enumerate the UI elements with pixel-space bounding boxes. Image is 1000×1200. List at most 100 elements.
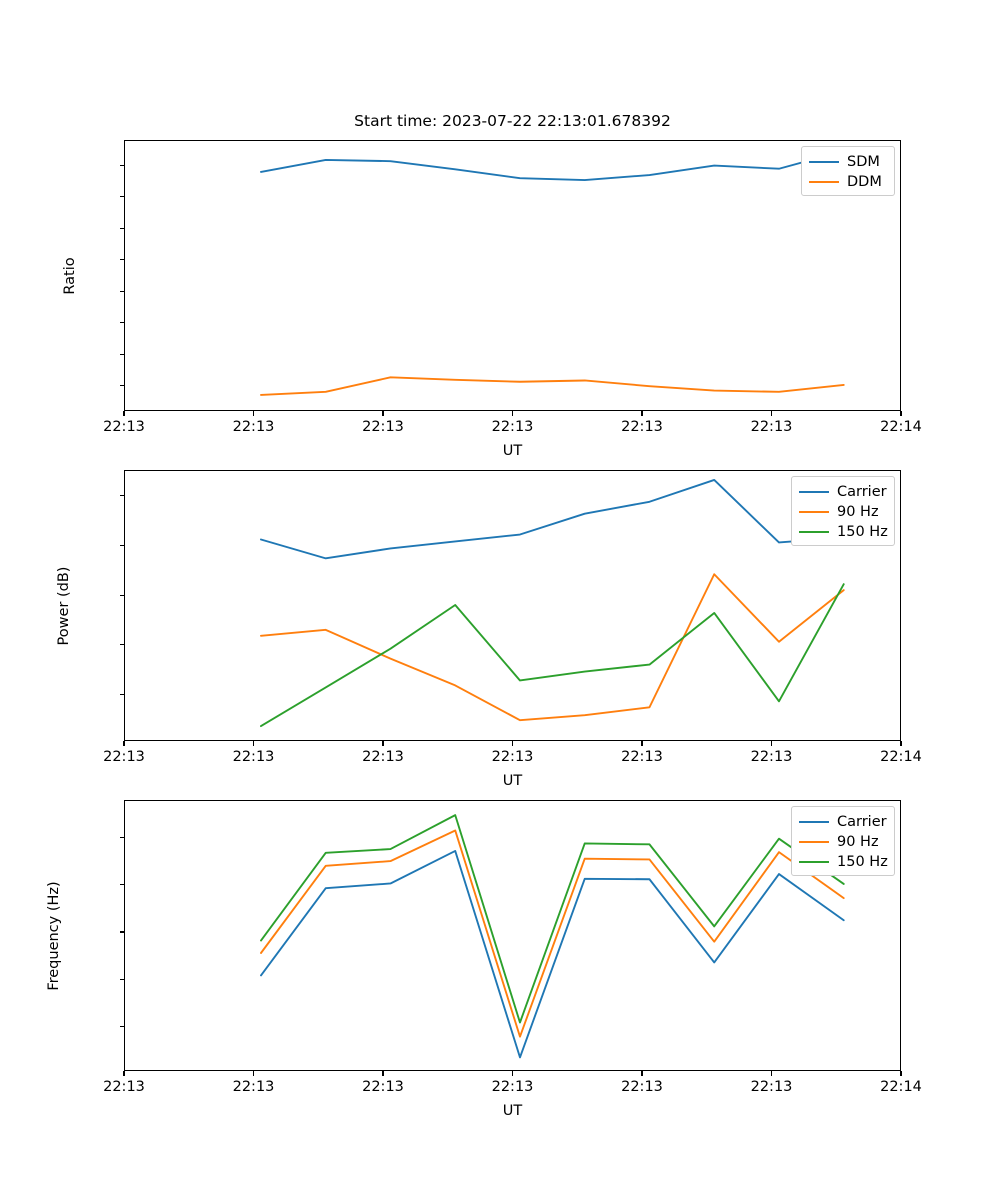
ytick-mark — [119, 644, 124, 646]
ytick-mark — [119, 693, 124, 695]
xtick-label: 22:13 — [750, 749, 793, 765]
legend-1[interactable]: SDM DDM — [801, 146, 895, 196]
legend-label: Carrier — [837, 484, 887, 500]
legend-item-90-hz[interactable]: 90 Hz — [799, 502, 886, 522]
legend-item-150-hz[interactable]: 150 Hz — [799, 852, 888, 872]
legend-label: 150 Hz — [837, 524, 888, 540]
ytick-mark — [119, 290, 124, 292]
xtick-mark — [900, 1071, 902, 1076]
series-line-90-hz — [260, 829, 845, 1038]
xtick-label: 22:13 — [232, 749, 275, 765]
xtick-label: 22:13 — [232, 419, 275, 435]
legend-swatch-ddm — [809, 181, 839, 183]
legend-swatch-150-hz — [799, 531, 829, 533]
xtick-mark — [770, 411, 773, 416]
xtick-label: 22:13 — [750, 1079, 793, 1095]
ytick-mark — [119, 227, 124, 229]
ytick-mark — [119, 164, 124, 166]
xtick-label: 22:13 — [491, 1079, 534, 1095]
xtick-label: 22:13 — [103, 749, 145, 765]
xtick-label: 22:13 — [103, 419, 145, 435]
legend-item-carrier[interactable]: Carrier — [799, 482, 887, 502]
data-lines-2 — [260, 478, 845, 728]
series-line-ddm — [260, 376, 845, 396]
xtick-mark — [123, 1071, 125, 1076]
ytick-mark — [119, 259, 124, 261]
axis-label-x: UT — [502, 443, 523, 459]
xtick-label: 22:13 — [491, 749, 534, 765]
page-title: Start time: 2023-07-22 22:13:01.678392 — [354, 112, 671, 130]
legend-item-90-hz[interactable]: 90 Hz — [799, 832, 886, 852]
plot-area-3 — [124, 800, 901, 1071]
xtick-mark — [641, 1071, 643, 1076]
xtick-label: 22:13 — [103, 1079, 145, 1095]
ytick-mark — [119, 884, 124, 886]
ytick-mark — [119, 594, 124, 596]
plot-area-2 — [124, 470, 901, 741]
xtick-mark — [900, 411, 902, 416]
xtick-mark — [252, 741, 255, 746]
ytick-mark — [119, 1025, 124, 1027]
series-line-90-hz — [260, 573, 845, 722]
xtick-label: 22:13 — [362, 1079, 404, 1095]
xtick-label: 22:13 — [491, 419, 534, 435]
xtick-label: 22:13 — [621, 749, 663, 765]
xtick-mark — [900, 741, 902, 746]
series-line-150-hz — [260, 814, 845, 1024]
legend-item-sdm[interactable]: SDM — [809, 152, 886, 172]
legend-label: DDM — [847, 174, 882, 190]
legend-swatch-90-hz — [799, 511, 829, 513]
axis-label-y: Frequency (Hz) — [46, 880, 62, 991]
series-line-150-hz — [260, 583, 845, 728]
ytick-mark — [119, 322, 124, 324]
legend-swatch-90-hz — [799, 841, 829, 843]
xtick-mark — [123, 741, 125, 746]
xtick-label: 22:14 — [880, 419, 922, 435]
legend-2[interactable]: Carrier 90 Hz 150 Hz — [791, 476, 895, 546]
xtick-label: 22:14 — [880, 749, 922, 765]
data-lines-1 — [260, 150, 845, 396]
legend-swatch-sdm — [809, 161, 839, 163]
xtick-mark — [511, 1071, 514, 1076]
xtick-mark — [770, 741, 773, 746]
legend-label: 90 Hz — [837, 834, 879, 850]
ytick-mark — [119, 544, 124, 546]
legend-label: Carrier — [837, 814, 887, 830]
xtick-mark — [511, 411, 514, 416]
data-lines-3 — [260, 814, 845, 1059]
axis-label-x: UT — [502, 1103, 523, 1119]
series-line-carrier — [260, 478, 845, 560]
legend-label: 90 Hz — [837, 504, 879, 520]
legend-item-ddm[interactable]: DDM — [809, 172, 886, 192]
xtick-label: 22:13 — [232, 1079, 275, 1095]
xtick-mark — [641, 741, 643, 746]
legend-3[interactable]: Carrier 90 Hz 150 Hz — [791, 806, 895, 876]
xtick-label: 22:14 — [880, 1079, 922, 1095]
series-line-carrier — [260, 850, 845, 1059]
xtick-label: 22:13 — [621, 419, 663, 435]
xtick-mark — [382, 741, 384, 746]
xtick-mark — [382, 1071, 384, 1076]
xtick-mark — [511, 741, 514, 746]
xtick-mark — [252, 1071, 255, 1076]
series-line-sdm — [260, 150, 845, 182]
legend-item-150-hz[interactable]: 150 Hz — [799, 522, 888, 542]
xtick-label: 22:13 — [621, 1079, 663, 1095]
ytick-mark — [119, 931, 124, 933]
ytick-mark — [119, 353, 124, 355]
xtick-mark — [252, 411, 255, 416]
ytick-mark — [119, 385, 124, 387]
xtick-mark — [641, 411, 643, 416]
xtick-mark — [770, 1071, 773, 1076]
ytick-mark — [119, 837, 124, 839]
ytick-mark — [119, 978, 124, 980]
xtick-label: 22:13 — [362, 749, 404, 765]
legend-item-carrier[interactable]: Carrier — [799, 812, 887, 832]
axis-label-y: Ratio — [62, 256, 78, 295]
legend-label: SDM — [847, 154, 880, 170]
xtick-mark — [382, 411, 384, 416]
xtick-label: 22:13 — [362, 419, 404, 435]
legend-swatch-carrier — [799, 821, 829, 823]
legend-swatch-carrier — [799, 491, 829, 493]
